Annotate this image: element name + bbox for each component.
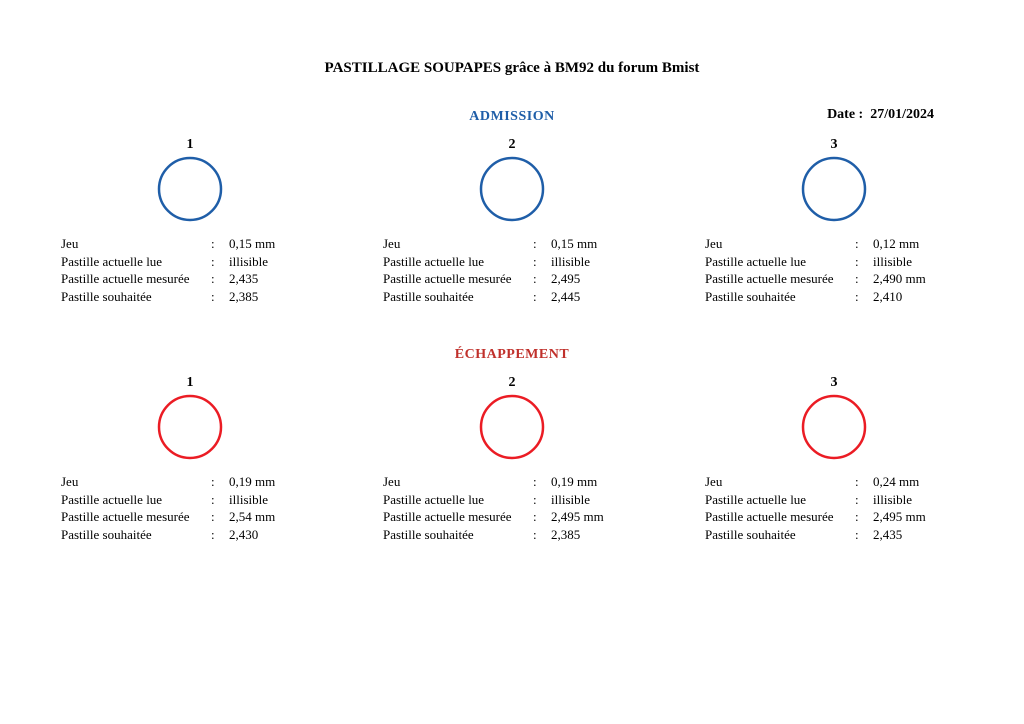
value-mes: 2,495 mm [873,508,963,526]
value-lue: illisible [551,491,641,509]
echappement-label: ÉCHAPPEMENT [455,347,569,362]
valve-data: Jeu:0,15 mm Pastille actuelle lue:illisi… [61,235,319,305]
label-souh: Pastille souhaitée [383,526,533,544]
label-mes: Pastille actuelle mesurée [61,508,211,526]
value-lue: illisible [551,253,641,271]
label-lue: Pastille actuelle lue [705,253,855,271]
valve-number: 2 [362,137,662,153]
value-mes: 2,495 mm [551,508,641,526]
valve-data: Jeu:0,12 mm Pastille actuelle lue:illisi… [705,235,963,305]
label-lue: Pastille actuelle lue [61,491,211,509]
value-mes: 2,495 [551,270,641,288]
value-mes: 2,54 mm [229,508,319,526]
value-lue: illisible [229,491,319,509]
label-mes: Pastille actuelle mesurée [383,270,533,288]
circle-icon [684,155,984,223]
circle-icon [362,393,662,461]
value-souh: 2,435 [873,526,963,544]
circle-icon [40,393,340,461]
echappement-row: 1 Jeu:0,19 mm Pastille actuelle lue:illi… [40,375,984,543]
valve-number: 1 [40,375,340,391]
value-lue: illisible [229,253,319,271]
label-mes: Pastille actuelle mesurée [383,508,533,526]
page: PASTILLAGE SOUPAPES grâce à BM92 du foru… [0,0,1024,563]
label-lue: Pastille actuelle lue [383,253,533,271]
label-mes: Pastille actuelle mesurée [705,508,855,526]
value-souh: 2,445 [551,288,641,306]
value-jeu: 0,15 mm [551,235,641,253]
valve-data: Jeu:0,19 mm Pastille actuelle lue:illisi… [383,473,641,543]
admission-cell-2: 2 Jeu:0,15 mm Pastille actuelle lue:illi… [362,137,662,305]
label-mes: Pastille actuelle mesurée [61,270,211,288]
circle-icon [362,155,662,223]
value-mes: 2,435 [229,270,319,288]
echappement-header-row: ÉCHAPPEMENT [40,345,984,365]
label-jeu: Jeu [61,473,211,491]
date-label: Date : [827,107,863,122]
valve-data: Jeu:0,15 mm Pastille actuelle lue:illisi… [383,235,641,305]
value-souh: 2,385 [551,526,641,544]
value-jeu: 0,24 mm [873,473,963,491]
admission-row: 1 Jeu:0,15 mm Pastille actuelle lue:illi… [40,137,984,305]
valve-data: Jeu:0,19 mm Pastille actuelle lue:illisi… [61,473,319,543]
label-jeu: Jeu [705,235,855,253]
valve-number: 2 [362,375,662,391]
label-mes: Pastille actuelle mesurée [705,270,855,288]
value-souh: 2,410 [873,288,963,306]
echappement-cell-1: 1 Jeu:0,19 mm Pastille actuelle lue:illi… [40,375,340,543]
circle-icon [40,155,340,223]
label-souh: Pastille souhaitée [705,526,855,544]
label-jeu: Jeu [61,235,211,253]
circle-icon [684,393,984,461]
value-mes: 2,490 mm [873,270,963,288]
value-lue: illisible [873,491,963,509]
label-jeu: Jeu [383,235,533,253]
echappement-cell-2: 2 Jeu:0,19 mm Pastille actuelle lue:illi… [362,375,662,543]
value-jeu: 0,12 mm [873,235,963,253]
value-lue: illisible [873,253,963,271]
valve-number: 1 [40,137,340,153]
label-souh: Pastille souhaitée [61,526,211,544]
valve-data: Jeu:0,24 mm Pastille actuelle lue:illisi… [705,473,963,543]
label-souh: Pastille souhaitée [61,288,211,306]
label-souh: Pastille souhaitée [705,288,855,306]
admission-header-row: ADMISSION Date : 27/01/2024 [40,107,984,127]
value-jeu: 0,19 mm [229,473,319,491]
label-jeu: Jeu [383,473,533,491]
label-lue: Pastille actuelle lue [705,491,855,509]
valve-number: 3 [684,137,984,153]
label-lue: Pastille actuelle lue [383,491,533,509]
label-lue: Pastille actuelle lue [61,253,211,271]
admission-cell-3: 3 Jeu:0,12 mm Pastille actuelle lue:illi… [684,137,984,305]
value-souh: 2,385 [229,288,319,306]
echappement-cell-3: 3 Jeu:0,24 mm Pastille actuelle lue:illi… [684,375,984,543]
value-jeu: 0,15 mm [229,235,319,253]
label-jeu: Jeu [705,473,855,491]
value-jeu: 0,19 mm [551,473,641,491]
date-value: 27/01/2024 [870,107,934,122]
admission-label: ADMISSION [469,109,554,124]
label-souh: Pastille souhaitée [383,288,533,306]
admission-cell-1: 1 Jeu:0,15 mm Pastille actuelle lue:illi… [40,137,340,305]
date: Date : 27/01/2024 [827,107,934,123]
value-souh: 2,430 [229,526,319,544]
valve-number: 3 [684,375,984,391]
page-title: PASTILLAGE SOUPAPES grâce à BM92 du foru… [40,60,984,77]
